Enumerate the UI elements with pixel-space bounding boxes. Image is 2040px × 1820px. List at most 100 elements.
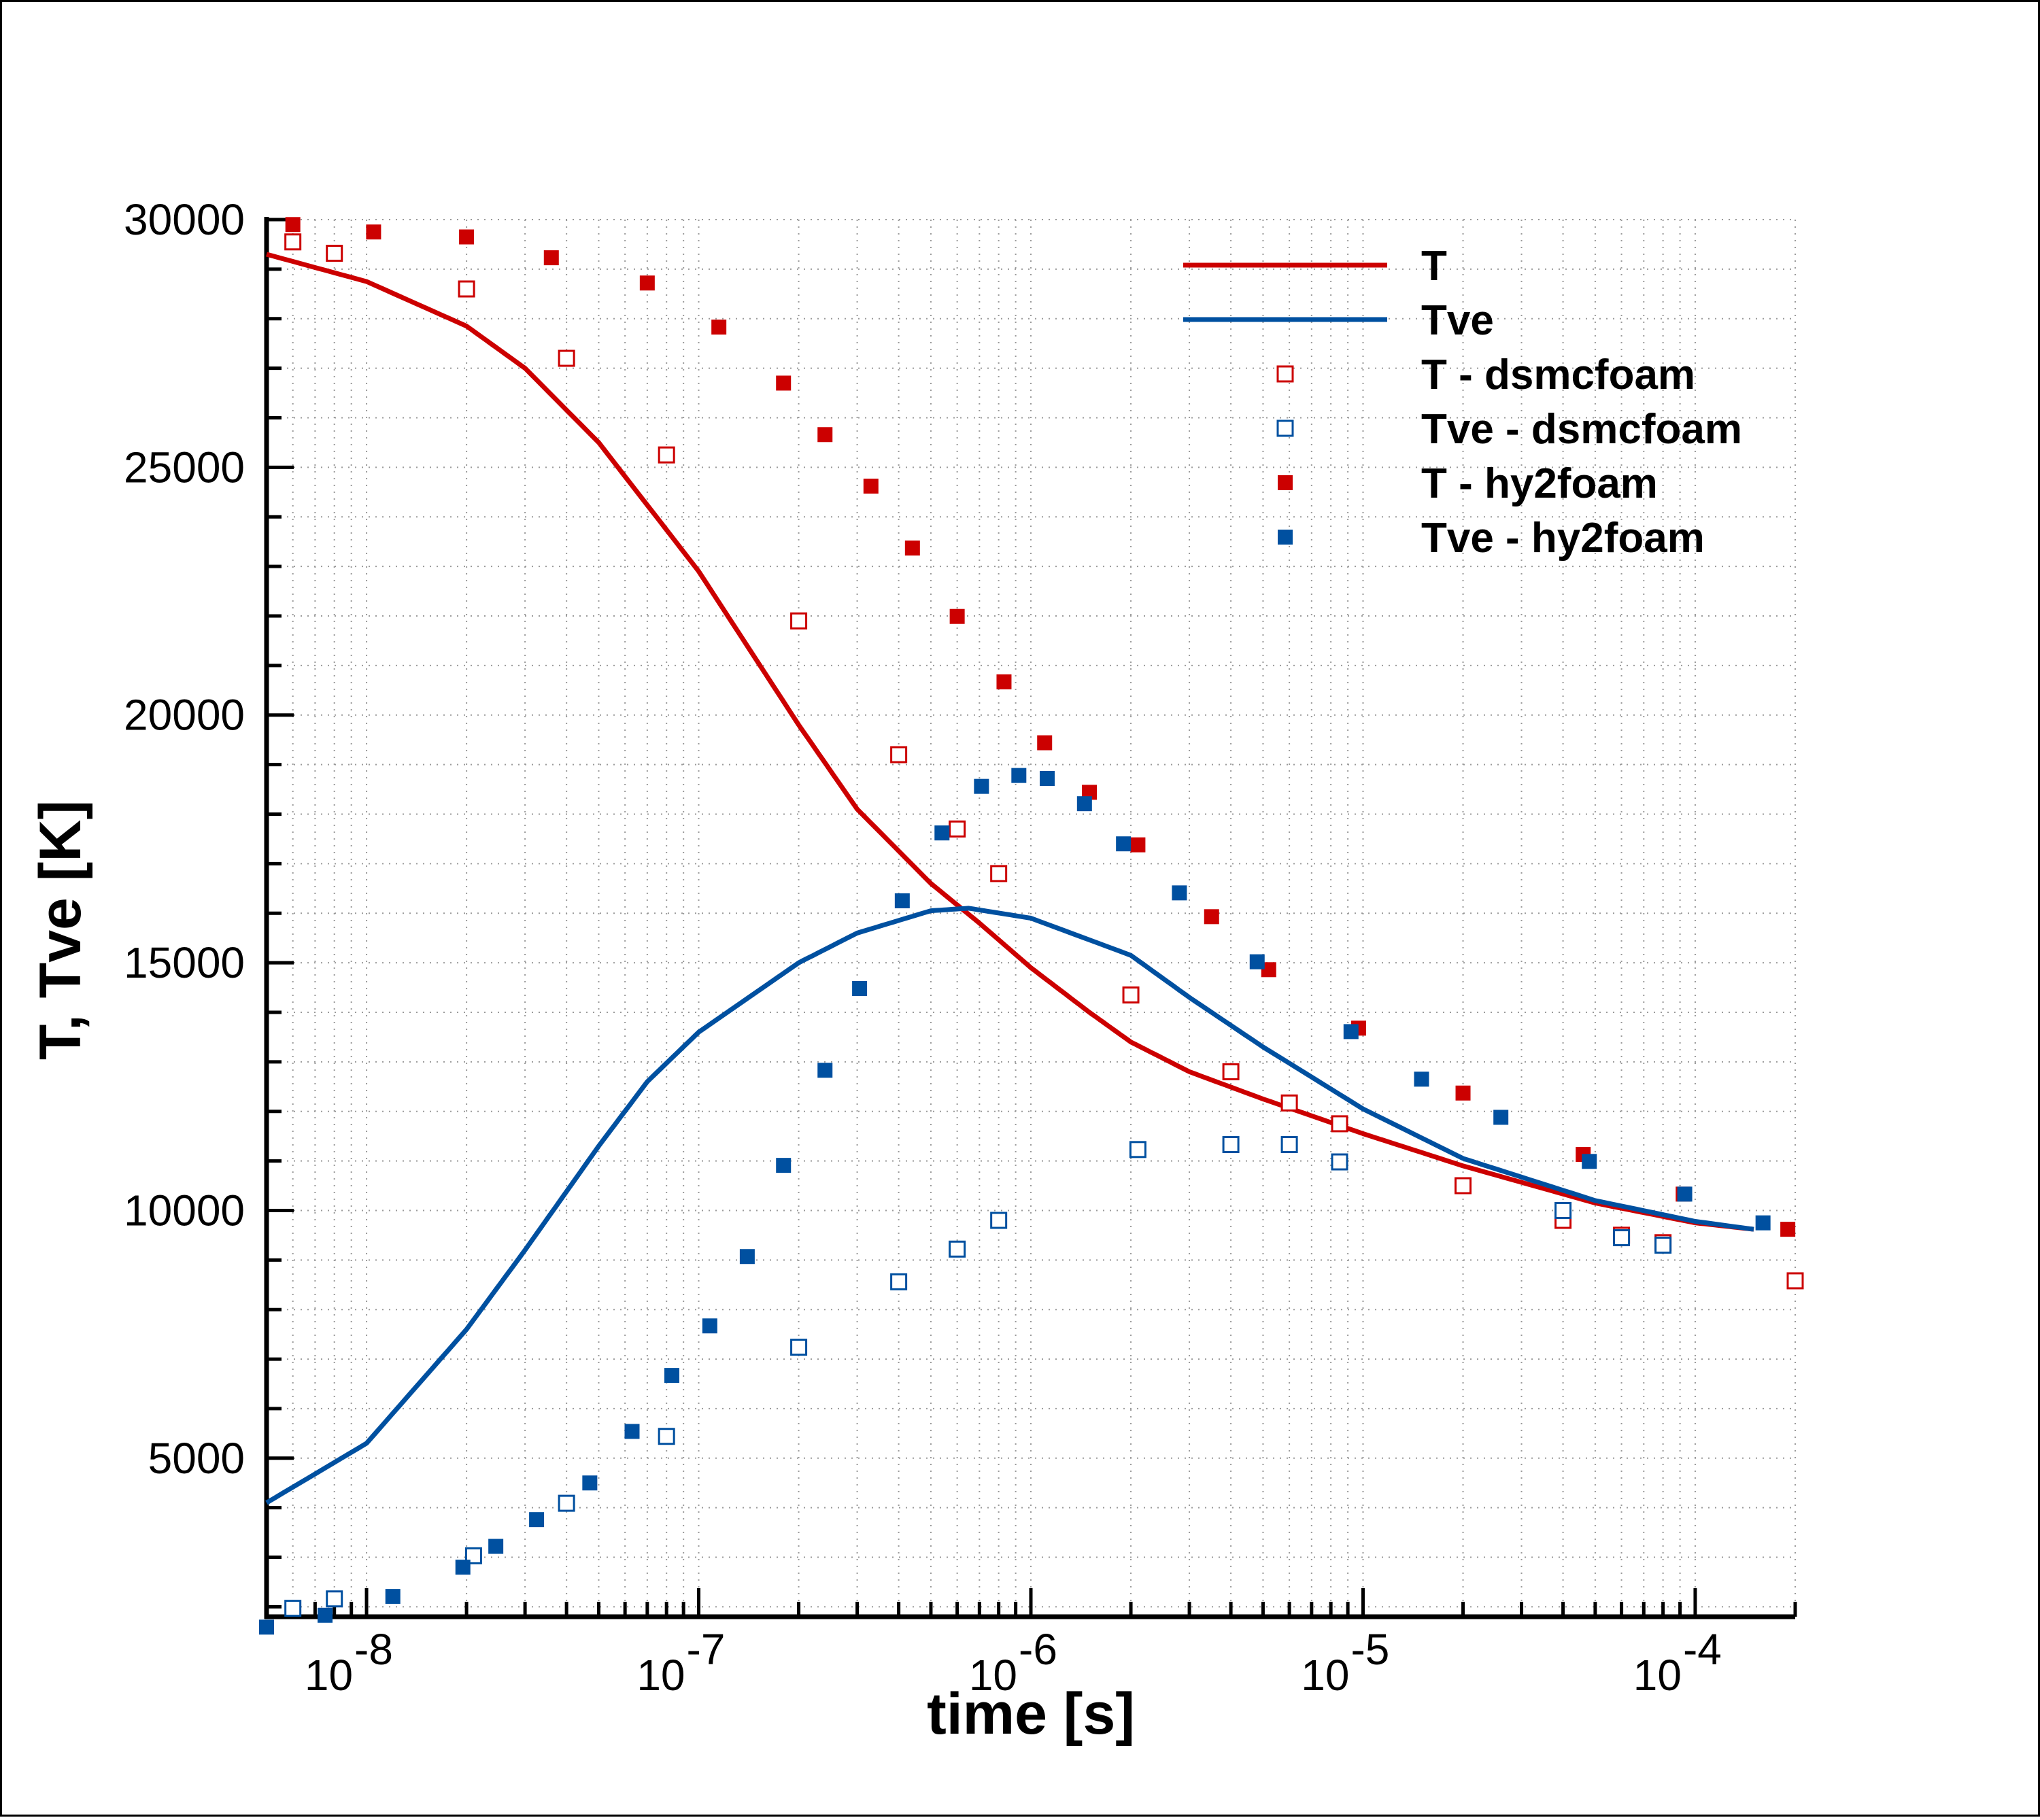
x-tick-label: 10-5 — [1301, 1625, 1389, 1700]
point-t-dsmcfoam — [658, 446, 675, 464]
y-tick-label: 30000 — [124, 195, 245, 244]
legend-label: T — [1421, 243, 1447, 290]
x-tick-label: 10-7 — [636, 1625, 725, 1700]
point-t-hy2foam — [1780, 1222, 1796, 1237]
point-t-dsmcfoam — [1786, 1272, 1804, 1290]
point-tve-hy2foam — [702, 1318, 717, 1334]
legend-marker-tve-dsmcfoam — [1276, 419, 1294, 437]
x-tick-label: 10-8 — [305, 1625, 393, 1700]
point-t-dsmcfoam — [558, 349, 575, 367]
point-t-dsmcfoam — [949, 820, 966, 838]
point-tve-hy2foam — [1493, 1110, 1509, 1125]
point-t-dsmcfoam — [890, 746, 908, 763]
x-tick-base: 10 — [969, 1651, 1017, 1700]
x-tick-base: 10 — [1633, 1651, 1682, 1700]
x-tick-label: 10-4 — [1633, 1625, 1722, 1700]
point-tve-hy2foam — [894, 893, 910, 908]
point-t-hy2foam — [639, 275, 655, 291]
point-t-hy2foam — [1130, 837, 1146, 853]
point-tve-dsmcfoam — [284, 1600, 302, 1617]
point-t-hy2foam — [1037, 735, 1053, 751]
point-tve-dsmcfoam — [1222, 1136, 1240, 1154]
legend-marker-t-dsmcfoam — [1276, 365, 1294, 383]
point-tve-hy2foam — [934, 825, 950, 841]
point-tve-hy2foam — [1116, 836, 1132, 852]
legend-label: Tve - dsmcfoam — [1421, 406, 1742, 453]
point-t-hy2foam — [1204, 909, 1219, 925]
point-t-hy2foam — [459, 229, 475, 245]
point-t-hy2foam — [904, 540, 920, 556]
point-tve-hy2foam — [529, 1512, 545, 1528]
y-tick-label: 10000 — [124, 1186, 245, 1235]
point-tve-hy2foam — [1343, 1024, 1359, 1040]
point-tve-hy2foam — [1076, 796, 1092, 812]
point-tve-dsmcfoam — [990, 1212, 1008, 1229]
point-tve-dsmcfoam — [1613, 1229, 1631, 1247]
point-tve-hy2foam — [1172, 885, 1187, 901]
x-tick-exponent: -7 — [687, 1625, 726, 1674]
point-tve-hy2foam — [739, 1249, 755, 1265]
legend: T Tve T - dsmcfoam Tve - dsmcfoam T - hy2foa… — [1183, 243, 1742, 562]
y-tick-label: 25000 — [124, 443, 245, 492]
point-t-hy2foam — [1082, 785, 1098, 800]
x-tick-base: 10 — [1301, 1651, 1349, 1700]
point-tve-dsmcfoam — [658, 1428, 675, 1445]
y-tick-label: 5000 — [148, 1434, 245, 1483]
x-tick-base: 10 — [305, 1651, 353, 1700]
legend-label: T - hy2foam — [1421, 460, 1658, 507]
point-t-hy2foam — [1455, 1085, 1471, 1101]
x-axis-title: time [s] — [927, 1681, 1135, 1747]
point-t-dsmcfoam — [1455, 1177, 1472, 1195]
point-t-dsmcfoam — [790, 612, 808, 630]
y-tick-label: 20000 — [124, 691, 245, 740]
point-t-hy2foam — [863, 479, 879, 494]
point-t-dsmcfoam — [284, 233, 302, 251]
legend-marker-t-hy2foam — [1278, 475, 1293, 490]
x-tick-base: 10 — [636, 1651, 685, 1700]
x-tick-label: 10-6 — [969, 1625, 1057, 1700]
point-tve-hy2foam — [664, 1368, 679, 1384]
point-t-hy2foam — [285, 217, 301, 233]
axes: 5000100001500020000250003000010-810-710-… — [124, 195, 1797, 1700]
legend-label: Tve — [1421, 297, 1494, 344]
point-t-hy2foam — [817, 427, 833, 443]
point-tve-hy2foam — [624, 1424, 640, 1439]
point-t-hy2foam — [949, 608, 965, 624]
legend-marker-tve-hy2foam — [1278, 530, 1293, 545]
x-tick-exponent: -6 — [1019, 1625, 1057, 1674]
point-tve-hy2foam — [1011, 768, 1027, 783]
x-tick-exponent: -8 — [354, 1625, 393, 1674]
point-tve-hy2foam — [817, 1063, 833, 1078]
point-tve-dsmcfoam — [1331, 1153, 1348, 1171]
point-t-hy2foam — [366, 224, 381, 240]
point-tve-dsmcfoam — [1280, 1136, 1298, 1154]
point-tve-hy2foam — [1582, 1154, 1597, 1169]
point-tve-hy2foam — [852, 980, 868, 996]
legend-label: Tve - hy2foam — [1421, 515, 1705, 562]
point-tve-dsmcfoam — [558, 1494, 575, 1512]
point-tve-dsmcfoam — [1654, 1236, 1672, 1254]
point-t-dsmcfoam — [1280, 1094, 1298, 1112]
plot-series — [259, 217, 1804, 1635]
point-t-hy2foam — [1261, 962, 1276, 978]
legend-label: T - dsmcfoam — [1421, 351, 1695, 398]
point-tve-dsmcfoam — [890, 1273, 908, 1290]
point-tve-hy2foam — [1677, 1186, 1693, 1202]
point-t-dsmcfoam — [458, 280, 475, 298]
y-axis-title: T, Tve [K] — [28, 800, 93, 1060]
point-t-hy2foam — [543, 250, 559, 266]
point-t-dsmcfoam — [1331, 1115, 1348, 1133]
point-tve-hy2foam — [1040, 771, 1055, 786]
point-tve-dsmcfoam — [949, 1240, 966, 1258]
point-tve-dsmcfoam — [790, 1339, 808, 1356]
point-t-dsmcfoam — [1122, 986, 1140, 1003]
point-tve-dsmcfoam — [1129, 1141, 1146, 1158]
point-tve-hy2foam — [1414, 1071, 1429, 1087]
point-t-hy2foam — [711, 320, 727, 335]
point-tve-dsmcfoam — [464, 1547, 482, 1564]
point-t-dsmcfoam — [326, 245, 343, 262]
y-tick-label: 15000 — [124, 938, 245, 987]
